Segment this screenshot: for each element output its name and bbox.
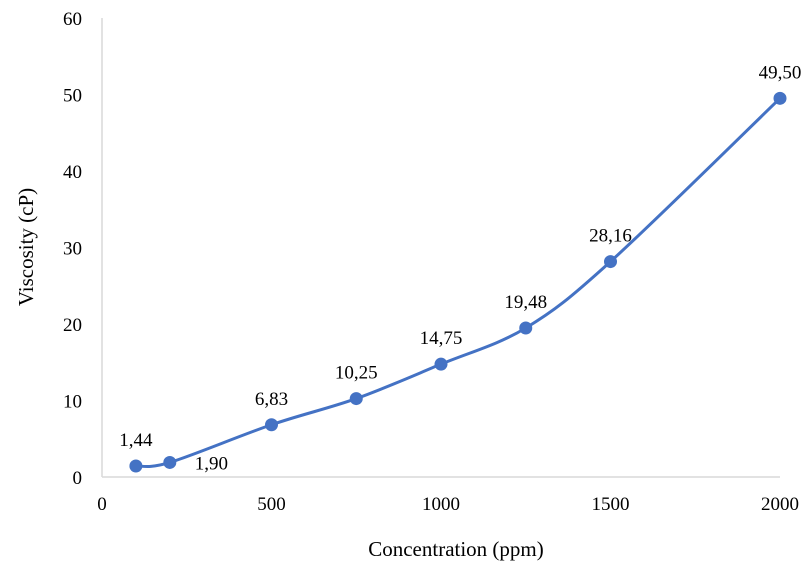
x-tick-label: 1500 [592, 494, 630, 515]
data-label: 19,48 [504, 292, 547, 313]
chart-axes [101, 18, 780, 478]
y-tick-label: 50 [63, 86, 82, 107]
y-tick-label: 10 [63, 392, 82, 413]
data-label: 10,25 [335, 363, 378, 384]
data-label: 28,16 [589, 226, 632, 247]
data-label: 1,90 [195, 453, 228, 474]
x-tick-label: 1000 [422, 494, 460, 515]
data-labels: 1,44 1,90 6,83 10,25 14,75 19,48 28,16 49,50 [119, 62, 801, 474]
y-tick-label: 20 [63, 315, 82, 336]
data-point [265, 418, 278, 432]
data-points [129, 91, 787, 473]
x-tick-label: 500 [257, 494, 286, 515]
data-point [129, 459, 143, 473]
y-tick-label: 30 [63, 239, 82, 260]
data-point [349, 392, 363, 406]
x-tick-label: 0 [97, 494, 107, 515]
tick-labels: 0 500 1000 1500 2000 0 10 20 30 40 50 60 [63, 9, 799, 515]
y-axis-title: Viscosity (cP) [14, 188, 38, 306]
x-tick-label: 2000 [761, 494, 799, 515]
data-point [434, 357, 448, 371]
data-label: 49,50 [759, 62, 802, 83]
data-label: 14,75 [420, 328, 463, 349]
data-point [519, 321, 533, 335]
x-axis-title: Concentration (ppm) [368, 537, 544, 561]
y-tick-label: 0 [73, 468, 83, 489]
data-point [773, 91, 787, 105]
data-label: 1,44 [119, 430, 153, 451]
y-tick-label: 40 [63, 162, 82, 183]
data-point [163, 455, 177, 469]
series-line [134, 96, 782, 469]
data-point [604, 255, 617, 269]
y-tick-label: 60 [63, 9, 82, 30]
data-label: 6,83 [255, 389, 288, 410]
